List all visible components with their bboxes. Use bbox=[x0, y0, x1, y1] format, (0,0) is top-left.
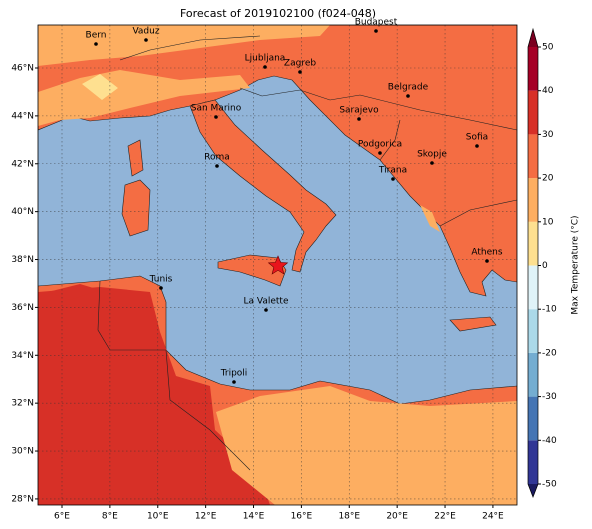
lon-tick-label: 16°E bbox=[291, 512, 313, 522]
hot-zone bbox=[48, 284, 100, 300]
city-dot bbox=[264, 308, 268, 312]
lon-tick-label: 6°E bbox=[54, 512, 70, 522]
city-dot bbox=[298, 70, 302, 74]
lon-tick-label: 18°E bbox=[338, 512, 360, 522]
city-dot bbox=[430, 161, 434, 165]
city-dot bbox=[357, 117, 361, 121]
lon-tick-label: 8°E bbox=[102, 512, 118, 522]
city-label: Sarajevo bbox=[339, 106, 379, 116]
colorbar-band bbox=[528, 440, 538, 484]
city-dot bbox=[406, 94, 410, 98]
cool-zone bbox=[82, 74, 118, 100]
city-label: Vaduz bbox=[132, 27, 159, 37]
city-dot bbox=[94, 42, 98, 46]
city-dot bbox=[475, 144, 479, 148]
colorbar-tick-label: 0 bbox=[542, 261, 548, 271]
colorbar-tick-label: -30 bbox=[542, 392, 557, 402]
border bbox=[97, 35, 517, 471]
warm-zone bbox=[216, 386, 517, 505]
colorbar-tick-label: 50 bbox=[542, 43, 554, 53]
city-label: Bern bbox=[86, 31, 107, 41]
land bbox=[449, 316, 497, 332]
city-dot bbox=[378, 151, 382, 155]
land bbox=[189, 99, 337, 273]
land bbox=[121, 179, 151, 237]
colorbar-band bbox=[528, 134, 538, 179]
city-dot bbox=[485, 259, 489, 263]
city-dot bbox=[263, 65, 267, 69]
colorbar-tick-label: 20 bbox=[542, 174, 554, 184]
colorbar-label: Max Temperature (°C) bbox=[571, 215, 581, 314]
city-label: Tirana bbox=[378, 166, 407, 176]
lat-tick-label: 46°N bbox=[11, 64, 34, 74]
city-label: Ljubljana bbox=[245, 54, 286, 64]
colorbar-band bbox=[528, 221, 538, 266]
lat-tick-label: 32°N bbox=[11, 399, 34, 409]
lat-tick-label: 38°N bbox=[11, 255, 34, 265]
city-dot bbox=[391, 177, 395, 181]
city-dot bbox=[374, 29, 378, 33]
land bbox=[127, 139, 144, 177]
colorbar-under bbox=[528, 484, 538, 497]
city-dot bbox=[159, 286, 163, 290]
colorbar-tick-label: -50 bbox=[542, 480, 557, 490]
city-label: Sofia bbox=[466, 133, 488, 143]
lat-tick-label: 40°N bbox=[11, 207, 34, 217]
colorbar-band bbox=[528, 309, 538, 353]
colorbar-band bbox=[528, 265, 538, 310]
lon-tick-label: 22°E bbox=[434, 512, 456, 522]
colorbar-tick-label: -40 bbox=[542, 436, 557, 446]
star-marker bbox=[267, 255, 289, 275]
warm-zone bbox=[38, 25, 330, 66]
lon-tick-label: 12°E bbox=[195, 512, 217, 522]
city-label: Budapest bbox=[355, 18, 398, 28]
city-label: Skopje bbox=[417, 150, 447, 160]
lon-tick-label: 14°E bbox=[243, 512, 265, 522]
colorbar-tick-label: 40 bbox=[542, 86, 554, 96]
colorbar-over bbox=[528, 29, 538, 47]
hot-zone bbox=[38, 287, 270, 505]
lat-tick-label: 30°N bbox=[11, 447, 34, 457]
lat-tick-label: 36°N bbox=[11, 303, 34, 313]
city-label: Athens bbox=[471, 248, 502, 258]
city-dot bbox=[214, 115, 218, 119]
city-dot bbox=[144, 38, 148, 42]
colorbar-band bbox=[528, 90, 538, 135]
lon-tick-label: 24°E bbox=[482, 512, 504, 522]
colorbar-tick-label: 10 bbox=[542, 217, 554, 227]
lon-tick-label: 20°E bbox=[386, 512, 408, 522]
colorbar-band bbox=[528, 396, 538, 441]
city-dot bbox=[232, 380, 236, 384]
colorbar-band bbox=[528, 178, 538, 222]
city-label: San Marino bbox=[191, 104, 242, 114]
colorbar-tick-label: -10 bbox=[542, 305, 557, 315]
city-label: Belgrade bbox=[388, 83, 429, 93]
colorbar-band bbox=[528, 47, 538, 91]
map-frame bbox=[37, 24, 518, 506]
colorbar-band bbox=[528, 352, 538, 397]
lat-tick-label: 28°N bbox=[11, 494, 34, 504]
map bbox=[38, 25, 517, 505]
lat-tick-label: 44°N bbox=[11, 111, 34, 121]
city-label: La Valette bbox=[244, 297, 289, 307]
colorbar-tick-label: -20 bbox=[542, 348, 557, 358]
city-label: Tripoli bbox=[220, 369, 248, 379]
title: Forecast of 2019102100 (f024-048) bbox=[180, 7, 376, 20]
lon-tick-label: 10°E bbox=[147, 512, 169, 522]
city-label: Podgorica bbox=[358, 140, 402, 150]
lat-tick-label: 42°N bbox=[11, 159, 34, 169]
city-dot bbox=[215, 164, 219, 168]
city-label: Roma bbox=[204, 153, 230, 163]
warm-zone bbox=[420, 205, 440, 232]
lat-tick-label: 34°N bbox=[11, 351, 34, 361]
city-label: Zagreb bbox=[284, 59, 316, 69]
city-label: Tunis bbox=[149, 275, 173, 285]
colorbar-tick-label: 30 bbox=[542, 130, 554, 140]
